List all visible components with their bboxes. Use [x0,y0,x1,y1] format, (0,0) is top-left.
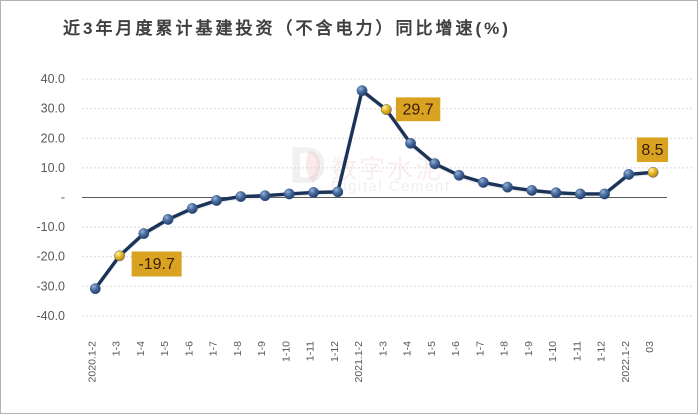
svg-text:1-5: 1-5 [159,341,171,356]
svg-text:1-11: 1-11 [571,341,583,361]
svg-text:2020.1-2: 2020.1-2 [86,341,98,383]
svg-text:1-12: 1-12 [329,341,341,362]
svg-text:1-9: 1-9 [523,341,535,356]
svg-text:1-3: 1-3 [377,341,389,356]
svg-text:1-9: 1-9 [256,341,268,356]
svg-text:2021.1-2: 2021.1-2 [353,341,365,383]
svg-text:1-11: 1-11 [305,341,317,361]
svg-text:-30.0: -30.0 [37,279,66,293]
svg-text:Digital Cement: Digital Cement [331,178,450,195]
svg-text:-20.0: -20.0 [37,250,66,264]
svg-text:1-6: 1-6 [183,341,195,356]
svg-text:1-12: 1-12 [596,341,608,362]
svg-text:1-4: 1-4 [402,341,414,356]
svg-text:1-6: 1-6 [450,341,462,356]
svg-text:1-4: 1-4 [135,341,147,356]
svg-text:-10.0: -10.0 [37,220,66,234]
svg-text:-: - [61,191,65,205]
svg-text:1-8: 1-8 [499,341,511,356]
svg-text:1-8: 1-8 [232,341,244,356]
svg-text:1-7: 1-7 [474,341,486,356]
svg-text:03: 03 [644,341,656,353]
svg-text:1-3: 1-3 [111,341,123,356]
svg-text:-19.7: -19.7 [138,256,175,273]
svg-text:2022.1-2: 2022.1-2 [620,341,632,383]
svg-text:1-7: 1-7 [208,341,220,356]
svg-text:20.0: 20.0 [41,131,65,145]
svg-text:40.0: 40.0 [41,72,65,86]
svg-text:29.7: 29.7 [403,101,434,118]
svg-text:30.0: 30.0 [41,102,65,116]
svg-text:8.5: 8.5 [641,142,663,159]
svg-text:1-10: 1-10 [547,341,559,362]
svg-text:-40.0: -40.0 [37,309,66,323]
svg-text:10.0: 10.0 [41,161,65,175]
svg-text:1-5: 1-5 [426,341,438,356]
svg-text:1-10: 1-10 [280,341,292,362]
